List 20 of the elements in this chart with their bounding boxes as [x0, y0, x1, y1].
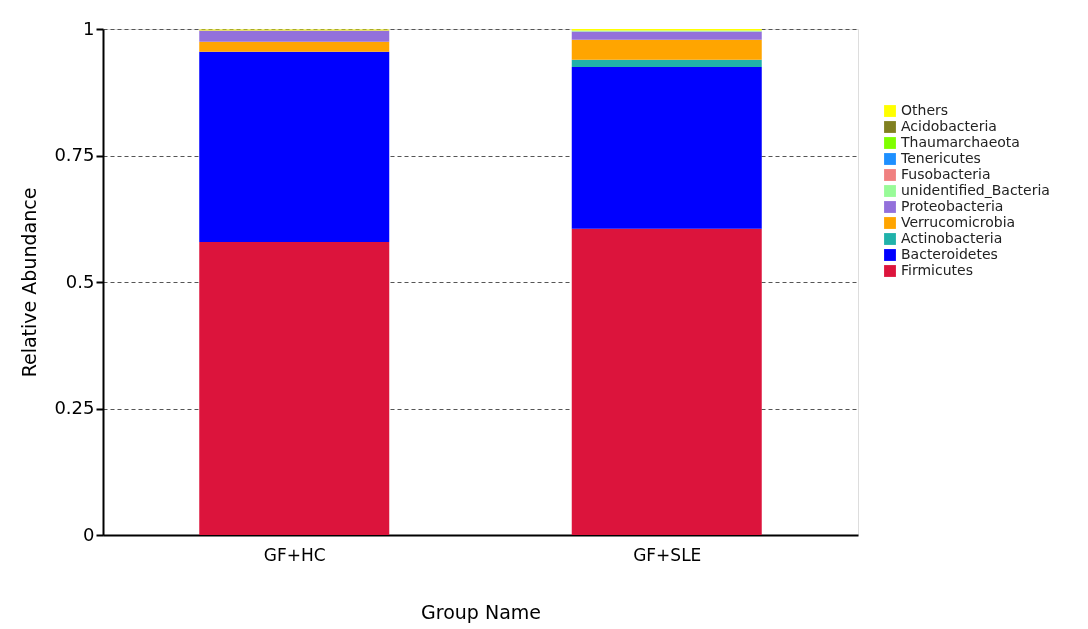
- legend-label: Thaumarchaeota: [900, 134, 1020, 150]
- x-tick-label: GF+HC: [263, 544, 326, 565]
- y-tick-label: 0.75: [54, 144, 95, 165]
- legend-label: Proteobacteria: [901, 198, 1004, 214]
- legend-label: Bacteroidetes: [901, 246, 998, 262]
- x-axis-title: Group Name: [421, 600, 541, 623]
- x-tick-label: GF+SLE: [633, 544, 702, 565]
- y-tick-label: 0.5: [65, 270, 95, 292]
- y-tick-label: 0.25: [54, 397, 95, 418]
- y-tick-label: 0: [83, 523, 95, 545]
- y-axis-title: Relative Abundance: [18, 187, 41, 378]
- legend-label: Fusobacteria: [901, 166, 991, 182]
- legend-label: Acidobacteria: [901, 118, 997, 134]
- y-tick-label: 1: [83, 17, 95, 39]
- legend-label: Firmicutes: [901, 262, 973, 278]
- legend-label: unidentified_Bacteria: [901, 182, 1050, 198]
- legend-label: Actinobacteria: [901, 230, 1003, 246]
- legend-label: Verrucomicrobia: [901, 214, 1016, 230]
- legend-label: Others: [901, 102, 949, 118]
- legend-label: Tenericutes: [900, 150, 981, 166]
